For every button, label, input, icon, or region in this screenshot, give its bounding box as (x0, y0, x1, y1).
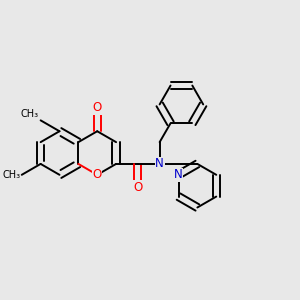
Text: O: O (133, 181, 142, 194)
Text: O: O (93, 168, 102, 181)
Text: O: O (93, 101, 102, 114)
Text: N: N (174, 168, 183, 181)
Text: CH₃: CH₃ (21, 109, 39, 119)
Text: CH₃: CH₃ (2, 170, 20, 180)
Text: N: N (155, 158, 164, 170)
